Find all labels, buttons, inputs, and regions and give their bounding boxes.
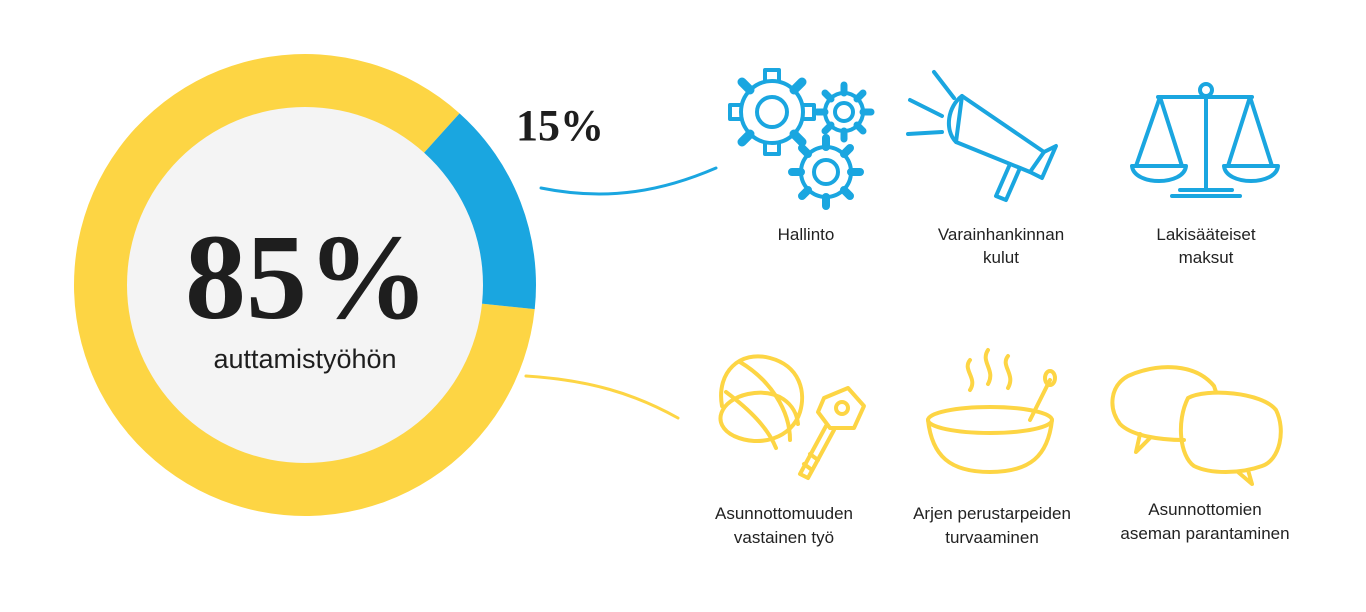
megaphone-icon (906, 70, 1058, 202)
scales-icon (1130, 82, 1280, 198)
donut-center (127, 107, 483, 463)
label-line: maksut (1179, 248, 1234, 267)
label-asunnottomuuden-vastainen-tyo: Asunnottomuuden vastainen työ (715, 504, 853, 547)
label-line: Hallinto (778, 225, 835, 244)
label-asunnottomien-aseman-parantaminen: Asunnottomien aseman parantaminen (1120, 500, 1289, 543)
label-varainhankinnan-kulut: Varainhankinnan kulut (938, 225, 1064, 267)
label-arjen-perustarpeiden-turvaaminen: Arjen perustarpeiden turvaaminen (913, 504, 1071, 547)
label-line: Asunnottomien (1148, 500, 1261, 519)
label-hallinto: Hallinto (778, 225, 835, 244)
label-line: kulut (983, 248, 1019, 267)
donut-chart (73, 53, 536, 516)
main-percent-label: 85% (185, 210, 429, 345)
connector-line-blue (539, 166, 718, 196)
speech-bubbles-icon (1110, 365, 1283, 486)
label-line: Asunnottomuuden (715, 504, 853, 523)
label-line: aseman parantaminen (1120, 524, 1289, 543)
label-line: Lakisääteiset (1156, 225, 1256, 244)
label-line: Varainhankinnan (938, 225, 1064, 244)
soup-bowl-icon (926, 348, 1057, 474)
label-line: Arjen perustarpeiden (913, 504, 1071, 523)
connector-line-yellow (524, 374, 680, 420)
label-lakisaateiset-maksut: Lakisääteiset maksut (1156, 225, 1256, 267)
house-key-icon (718, 354, 866, 480)
label-line: vastainen työ (734, 528, 834, 547)
label-line: turvaaminen (945, 528, 1039, 547)
minor-percent-label: 15% (516, 101, 604, 150)
gears-icon (728, 68, 875, 210)
main-caption-label: auttamistyöhön (213, 344, 396, 374)
